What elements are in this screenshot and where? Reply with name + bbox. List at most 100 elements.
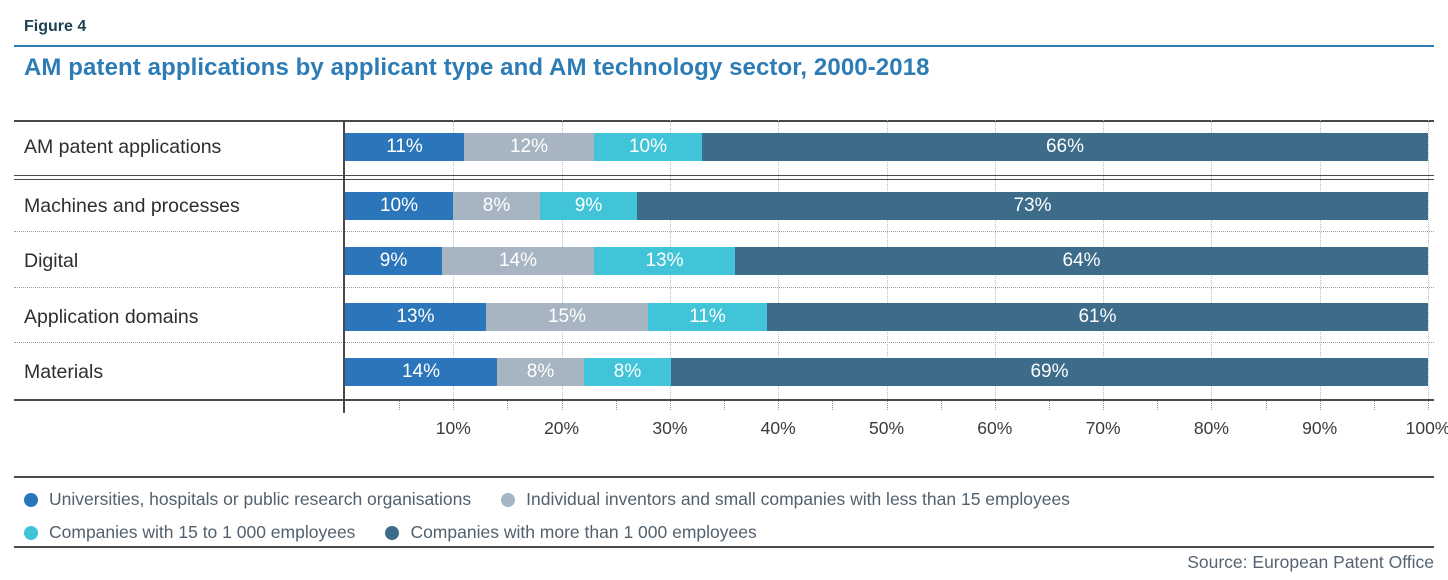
legend-row: Companies with 15 to 1 000 employees Comp… <box>24 516 1434 549</box>
header-rule <box>14 45 1434 47</box>
axis-tick-label: 30% <box>652 418 688 438</box>
axis-tick-label: 10% <box>435 418 471 438</box>
bar-row: 10% 8% 9% 73% <box>345 192 1428 220</box>
bar-row: 11% 12% 10% 66% <box>345 133 1428 161</box>
bar-segment: 73% <box>637 192 1428 220</box>
chart-legend: Universities, hospitals or public resear… <box>24 483 1434 549</box>
legend-top-divider <box>14 476 1434 478</box>
bar-value-label: 8% <box>482 195 511 216</box>
legend-label: Companies with more than 1 000 employees <box>410 522 757 542</box>
gridline <box>1428 120 1429 399</box>
category-label: Machines and processes <box>24 195 240 217</box>
bar-value-label: 14% <box>498 250 538 271</box>
legend-item: Companies with 15 to 1 000 employees <box>24 522 355 543</box>
bar-value-label: 73% <box>1013 195 1052 216</box>
bar-segment: 61% <box>767 303 1428 331</box>
bar-segment: 8% <box>584 358 671 386</box>
row-separator <box>14 287 1434 288</box>
axis-tick-label: 90% <box>1302 418 1338 438</box>
bar-row: 13% 15% 11% 61% <box>345 303 1428 331</box>
legend-dot-icon <box>385 525 400 540</box>
bar-segment: 8% <box>497 358 584 386</box>
total-row-separator <box>14 175 1434 180</box>
bar-segment: 15% <box>486 303 648 331</box>
category-label: AM patent applications <box>24 136 222 158</box>
legend-label: Companies with 15 to 1 000 employees <box>49 522 356 542</box>
bar-segment: 66% <box>702 133 1428 161</box>
axis-tick-label: 60% <box>977 418 1013 438</box>
bar-value-label: 10% <box>379 195 419 216</box>
bar-value-label: 12% <box>509 136 549 157</box>
bar-segment: 10% <box>594 133 702 161</box>
legend-dot-icon <box>501 492 516 507</box>
bar-segment: 9% <box>345 247 442 275</box>
axis-tick <box>1428 401 1429 410</box>
bar-value-label: 11% <box>386 136 423 157</box>
bar-value-label: 61% <box>1078 306 1117 327</box>
bar-value-label: 11% <box>689 306 726 327</box>
legend-item: Companies with more than 1 000 employees <box>385 522 757 543</box>
bar-value-label: 13% <box>645 250 684 271</box>
bar-value-label: 9% <box>379 250 408 271</box>
category-label: Application domains <box>24 306 199 328</box>
legend-dot-icon <box>24 492 38 507</box>
bar-value-label: 66% <box>1045 136 1085 157</box>
bar-value-label: 13% <box>396 306 435 327</box>
axis-tick <box>1373 401 1375 410</box>
legend-label: Universities, hospitals or public resear… <box>49 489 472 509</box>
axis-tick <box>1048 401 1050 410</box>
legend-bottom-divider <box>14 546 1434 548</box>
legend-item: Individual inventors and small companies… <box>501 489 1070 510</box>
axis-tick <box>669 401 671 410</box>
bar-segment: 14% <box>345 358 497 386</box>
category-label: Digital <box>24 250 79 272</box>
axis-tick <box>507 401 509 410</box>
axis-tick <box>615 401 617 410</box>
figure-label: Figure 4 <box>24 18 87 35</box>
bar-segment: 9% <box>540 192 637 220</box>
axis-tick <box>940 401 942 410</box>
bar-value-label: 8% <box>613 361 642 382</box>
bar-row: 14% 8% 8% 69% <box>345 358 1428 386</box>
axis-tick-label: 20% <box>544 418 580 438</box>
legend-row: Universities, hospitals or public resear… <box>24 483 1434 516</box>
bar-segment: 13% <box>594 247 735 275</box>
row-separator <box>14 342 1434 343</box>
bar-segment: 64% <box>735 247 1428 275</box>
category-label: Materials <box>24 361 104 383</box>
page-title: AM patent applications by applicant type… <box>24 54 930 81</box>
bar-segment: 12% <box>464 133 594 161</box>
axis-tick <box>561 401 563 410</box>
axis-tick <box>1157 401 1159 410</box>
bar-segment: 11% <box>648 303 767 331</box>
bar-segment: 69% <box>671 358 1428 386</box>
axis-tick <box>994 401 996 410</box>
chart-top-border <box>14 120 1434 122</box>
bar-row: 9% 14% 13% 64% <box>345 247 1428 275</box>
bar-segment: 11% <box>345 133 464 161</box>
bar-segment: 10% <box>345 192 453 220</box>
axis-tick <box>886 401 888 410</box>
bar-segment: 13% <box>345 303 486 331</box>
source-attribution: Source: European Patent Office <box>1187 552 1434 572</box>
axis-tick-label: 40% <box>760 418 796 438</box>
axis-tick <box>1103 401 1105 410</box>
y-axis-line <box>343 120 345 413</box>
bar-value-label: 8% <box>526 361 555 382</box>
legend-label: Individual inventors and small companies… <box>526 489 1070 509</box>
bar-value-label: 9% <box>574 195 603 216</box>
axis-tick-label: 80% <box>1193 418 1229 438</box>
axis-tick-label: 50% <box>868 418 905 438</box>
bar-value-label: 69% <box>1030 361 1069 382</box>
axis-tick-label: 70% <box>1085 418 1121 438</box>
axis-tick-label: 100% <box>1405 418 1448 438</box>
chart-axis-line <box>14 399 1434 401</box>
axis-tick <box>832 401 834 410</box>
bar-segment: 8% <box>453 192 540 220</box>
axis-tick <box>399 401 401 410</box>
axis-tick <box>778 401 780 410</box>
axis-tick <box>1211 401 1213 410</box>
row-separator <box>14 231 1434 232</box>
axis-tick <box>1319 401 1321 410</box>
axis-tick <box>453 401 455 410</box>
